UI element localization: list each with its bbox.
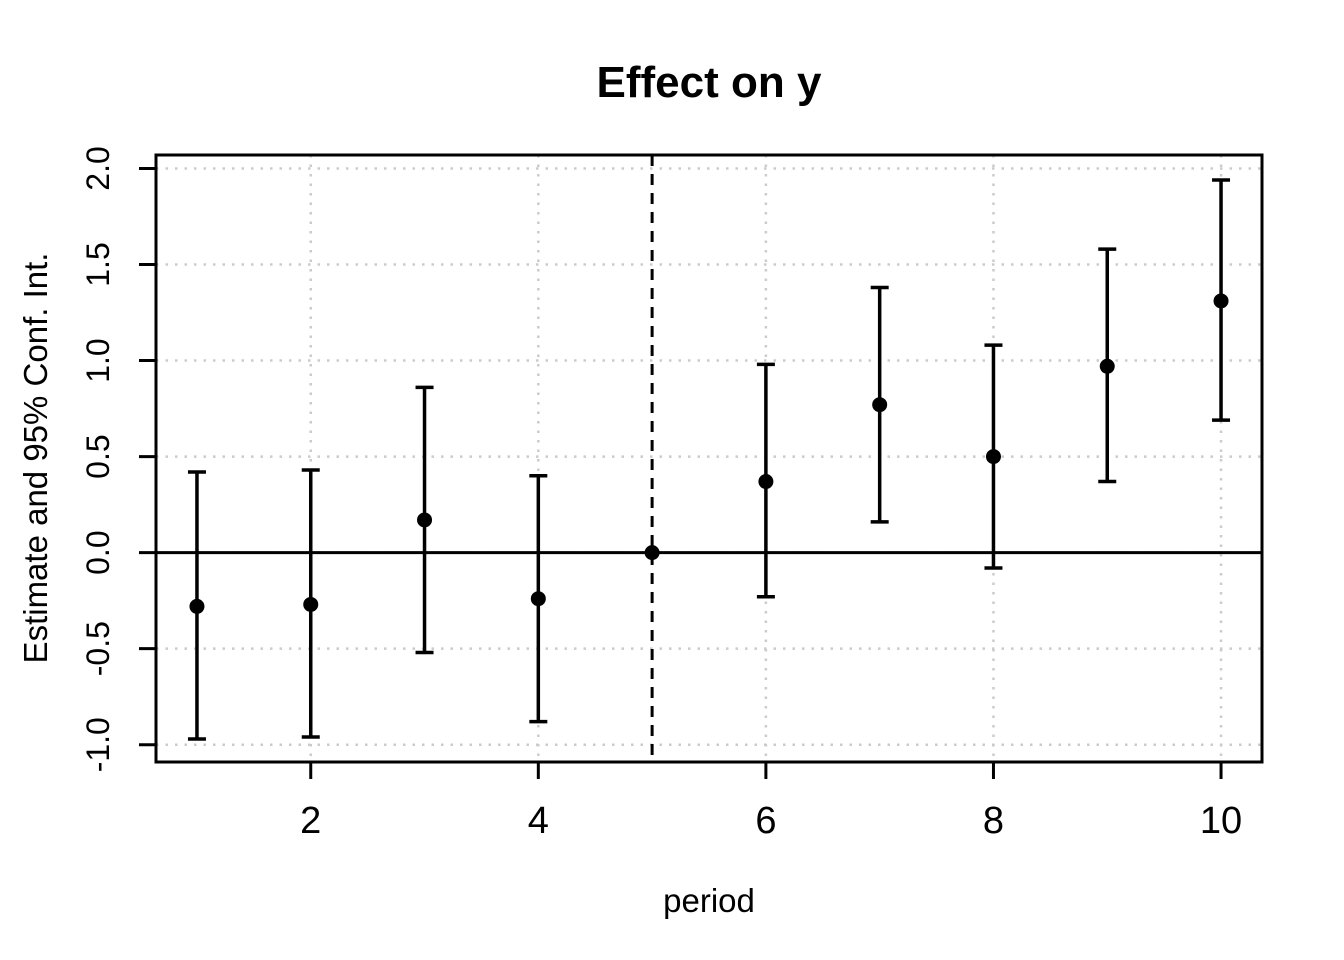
estimate-point <box>1099 358 1115 374</box>
y-tick-label: 2.0 <box>80 146 116 190</box>
estimate-point <box>872 397 888 413</box>
estimate-point <box>417 512 433 528</box>
x-tick-label: 6 <box>755 800 776 842</box>
axis-ticks-layer <box>139 166 1223 779</box>
plot-border <box>154 153 1264 764</box>
y-tick-label: 0.5 <box>80 434 116 478</box>
tick-labels-layer: 2 4 6 8 10 -1.0 -0.5 0.0 0.5 1.0 1.5 2.0 <box>80 146 1242 842</box>
y-axis-label: Estimate and 95% Conf. Int. <box>17 253 54 664</box>
y-tick-label: 0.0 <box>80 530 116 574</box>
y-tick-label: -0.5 <box>80 621 116 676</box>
estimate-point <box>1213 293 1229 309</box>
y-tick-label: 1.5 <box>80 242 116 286</box>
estimate-point <box>758 474 774 490</box>
estimate-point <box>530 591 546 607</box>
x-tick-label: 2 <box>300 800 321 842</box>
chart-title: Effect on y <box>597 58 822 107</box>
x-tick-label: 4 <box>528 800 549 842</box>
x-axis-label: period <box>663 882 755 919</box>
x-tick-label: 8 <box>983 800 1004 842</box>
reference-lines-layer <box>156 155 1262 762</box>
estimate-point <box>189 598 205 614</box>
y-tick-label: 1.0 <box>80 338 116 382</box>
estimate-point <box>644 545 660 561</box>
estimate-point <box>985 449 1001 465</box>
y-tick-label: -1.0 <box>80 717 116 772</box>
grid-layer <box>156 155 1262 762</box>
data-series-layer <box>187 178 1231 741</box>
estimate-point <box>303 596 319 612</box>
x-tick-label: 10 <box>1200 800 1242 842</box>
